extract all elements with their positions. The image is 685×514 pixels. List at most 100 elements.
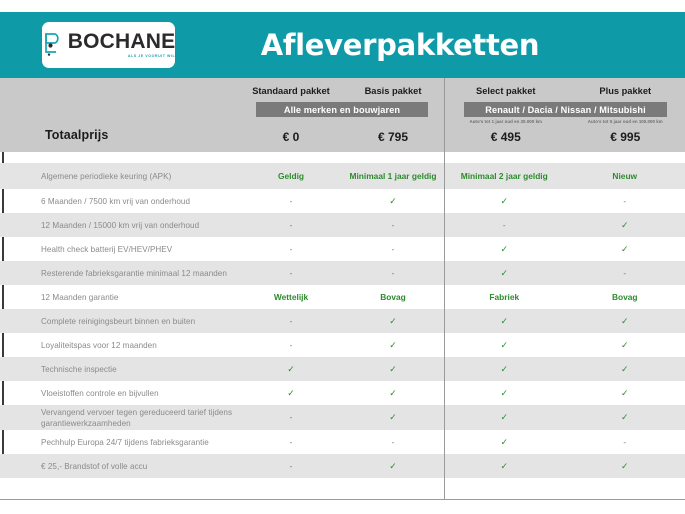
table-row: Complete reinigingsbeurt binnen en buite… bbox=[0, 309, 685, 333]
row-label: Technische inspectie bbox=[41, 364, 117, 374]
logo-tagline: ALS JE VOORUIT WIL bbox=[127, 54, 176, 58]
checkmark-icon: ✓ bbox=[500, 387, 509, 398]
not-included-dash: - bbox=[502, 220, 506, 230]
column-header-basis-pakket: Basis pakket bbox=[364, 86, 422, 96]
not-included-dash: - bbox=[289, 244, 293, 254]
price-plus-pakket: € 995 bbox=[610, 130, 641, 144]
not-included-dash: - bbox=[623, 437, 627, 447]
table-row: Pechhulp Europa 24/7 tijdens fabrieksgar… bbox=[0, 430, 685, 454]
row-label: Complete reinigingsbeurt binnen en buite… bbox=[41, 316, 196, 326]
page-header: BOCHANE ALS JE VOORUIT WIL Afleverpakket… bbox=[0, 12, 685, 78]
not-included-dash: - bbox=[391, 268, 395, 278]
cell-group-left: - ✓ bbox=[240, 309, 444, 333]
checkmark-icon: ✓ bbox=[500, 339, 509, 350]
row-label: Algemene periodieke keuring (APK) bbox=[41, 171, 172, 181]
page-title: Afleverpakketten bbox=[260, 28, 540, 62]
group-banner-renault: Renault / Dacia / Nissan / Mitsubishi bbox=[464, 102, 667, 117]
checkmark-icon: ✓ bbox=[500, 412, 509, 422]
cell-group-right: ✓ ✓ bbox=[444, 333, 685, 357]
column-subtitle-plus-pakket: Auto's tot 5 jaar oud en 100.000 km bbox=[587, 119, 663, 124]
checkmark-icon: ✓ bbox=[287, 363, 295, 374]
checkmark-icon: ✓ bbox=[620, 315, 629, 326]
not-included-dash: - bbox=[391, 244, 395, 254]
not-included-dash: - bbox=[289, 196, 293, 206]
package-group-renault: Select pakket Plus pakket Renault / Daci… bbox=[446, 78, 685, 152]
cell-group-left: - ✓ bbox=[240, 405, 444, 430]
checkmark-icon: ✓ bbox=[500, 363, 509, 374]
table-row: Algemene periodieke keuring (APK) Geldig M… bbox=[0, 163, 685, 189]
row-label: 12 Maanden / 15000 km vrij van onderhoud bbox=[41, 220, 200, 230]
cell-value: Minimaal 1 jaar geldig bbox=[349, 170, 437, 181]
cell-group-left: -- bbox=[240, 237, 444, 261]
price-basis-pakket: € 795 bbox=[377, 130, 409, 144]
row-label: Vervangend vervoer tegen gereduceerd tar… bbox=[41, 407, 233, 428]
cell-group-right: ✓ - bbox=[444, 430, 685, 454]
checkmark-icon: ✓ bbox=[500, 460, 509, 471]
cell-group-left: -- bbox=[240, 213, 444, 237]
cell-group-right: ✓ ✓ bbox=[444, 309, 685, 333]
checkmark-icon: ✓ bbox=[620, 460, 629, 471]
row-label: Resterende fabrieksgarantie minimaal 12 … bbox=[41, 268, 227, 278]
checkmark-icon: ✓ bbox=[620, 243, 629, 254]
not-included-dash: - bbox=[391, 437, 395, 447]
cell-value: Geldig bbox=[277, 170, 305, 181]
logo-wordmark: BOCHANE bbox=[67, 30, 176, 53]
group-divider bbox=[444, 78, 446, 500]
cell-group-right: ✓ - bbox=[444, 189, 685, 213]
column-header-select-pakket: Select pakket bbox=[476, 86, 536, 96]
table-row: 12 Maanden / 15000 km vrij van onderhoud… bbox=[0, 213, 685, 237]
logo: BOCHANE ALS JE VOORUIT WIL bbox=[42, 22, 175, 68]
cell-value: Wettelijk bbox=[273, 291, 309, 302]
table-row: Loyaliteitspas voor 12 maanden - ✓ ✓ ✓ bbox=[0, 333, 685, 357]
not-included-dash: - bbox=[289, 316, 293, 326]
cell-group-right: ✓ ✓ bbox=[444, 237, 685, 261]
table-row: Resterende fabrieksgarantie minimaal 12 … bbox=[0, 261, 685, 285]
checkmark-icon: ✓ bbox=[620, 363, 629, 374]
checkmark-icon: ✓ bbox=[287, 387, 295, 398]
checkmark-icon: ✓ bbox=[389, 412, 397, 422]
checkmark-icon: ✓ bbox=[500, 195, 509, 206]
checkmark-icon: ✓ bbox=[500, 243, 509, 254]
cell-group-right: Fabriek Bovag bbox=[444, 285, 685, 309]
cell-group-left: Wettelijk Bovag bbox=[240, 285, 444, 309]
bottom-rule bbox=[0, 499, 685, 501]
table-row: Vloeistoffen controle en bijvullen ✓ ✓ ✓ ✓ bbox=[0, 381, 685, 405]
cell-group-left: ✓ ✓ bbox=[240, 381, 444, 405]
not-included-dash: - bbox=[289, 268, 293, 278]
row-label: € 25,- Brandstof of volle accu bbox=[41, 461, 148, 471]
group-banner-all-brands: Alle merken en bouwjaren bbox=[256, 102, 428, 117]
cell-value: Bovag bbox=[611, 291, 638, 302]
cell-value: Fabriek bbox=[489, 291, 520, 302]
row-label: Vloeistoffen controle en bijvullen bbox=[41, 388, 159, 398]
price-standaard-pakket: € 0 bbox=[282, 130, 300, 144]
cell-group-left: - ✓ bbox=[240, 189, 444, 213]
row-label: Loyaliteitspas voor 12 maanden bbox=[41, 340, 157, 350]
checkmark-icon: ✓ bbox=[500, 436, 509, 447]
column-subtitle-select-pakket: Auto's tot 1 jaar oud en 20.000 km bbox=[469, 119, 543, 124]
cell-group-left: - ✓ bbox=[240, 454, 444, 478]
checkmark-icon: ✓ bbox=[620, 339, 629, 350]
not-included-dash: - bbox=[289, 437, 293, 447]
table-row: Vervangend vervoer tegen gereduceerd tar… bbox=[0, 405, 685, 430]
not-included-dash: - bbox=[391, 220, 395, 230]
cell-group-right: ✓ ✓ bbox=[444, 381, 685, 405]
checkmark-icon: ✓ bbox=[389, 363, 397, 374]
table-top-spacer bbox=[0, 152, 685, 163]
not-included-dash: - bbox=[623, 196, 627, 206]
row-label: Health check batterij EV/HEV/PHEV bbox=[41, 244, 173, 254]
not-included-dash: - bbox=[289, 413, 293, 422]
package-group-all-brands: Standaard pakket Basis pakket Alle merke… bbox=[240, 78, 444, 152]
cell-group-left: Geldig Minimaal 1 jaar geldig bbox=[240, 163, 444, 189]
table-row: 12 Maanden garantie Wettelijk Bovag Fabriek… bbox=[0, 285, 685, 309]
table-row: € 25,- Brandstof of volle accu - ✓ ✓ ✓ bbox=[0, 454, 685, 478]
cell-group-left: - ✓ bbox=[240, 333, 444, 357]
cell-group-right: - ✓ bbox=[444, 213, 685, 237]
price-select-pakket: € 495 bbox=[490, 130, 521, 144]
checkmark-icon: ✓ bbox=[389, 339, 397, 350]
cell-value: Minimaal 2 jaar geldig bbox=[460, 170, 548, 181]
not-included-dash: - bbox=[623, 268, 627, 278]
cell-group-right: ✓ - bbox=[444, 261, 685, 285]
checkmark-icon: ✓ bbox=[620, 412, 629, 422]
not-included-dash: - bbox=[289, 461, 293, 471]
